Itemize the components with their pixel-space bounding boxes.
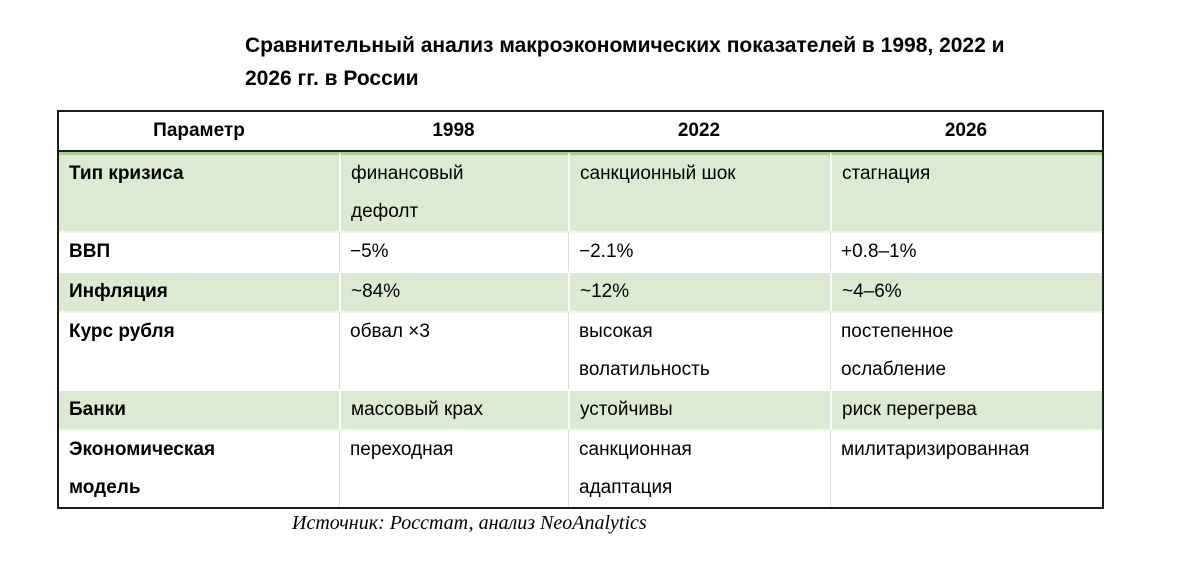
cell-param: Инфляция (59, 271, 339, 311)
table-row-banks: Банки массовый крах устойчивы риск перег… (59, 389, 1102, 429)
page-title: Сравнительный анализ макроэкономических … (245, 34, 1005, 90)
column-header-2022: 2022 (568, 112, 830, 152)
cell-1998: обвал ×3 (339, 311, 568, 389)
cell-2026: +0.8–1% (830, 231, 1102, 271)
table-row-economic-model: Экономическая модель переходная санкцион… (59, 429, 1102, 507)
cell-2022: санкционный шок (568, 152, 830, 231)
cell-param: Экономическая модель (59, 429, 339, 507)
cell-1998: массовый крах (339, 389, 568, 429)
cell-1998: переходная (339, 429, 568, 507)
cell-1998: −5% (339, 231, 568, 271)
cell-2022: высокая волатильность (568, 311, 830, 389)
table-row-inflation: Инфляция ~84% ~12% ~4–6% (59, 271, 1102, 311)
cell-2022: санкционная адаптация (568, 429, 830, 507)
cell-2026: стагнация (830, 152, 1102, 231)
cell-2026: риск перегрева (830, 389, 1102, 429)
cell-param: ВВП (59, 231, 339, 271)
cell-2022: устойчивы (568, 389, 830, 429)
cell-1998: ~84% (339, 271, 568, 311)
column-header-2026: 2026 (830, 112, 1102, 152)
table-row-crisis-type: Тип кризиса финансовый дефолт санкционны… (59, 152, 1102, 231)
cell-2026: милитаризированная (830, 429, 1102, 507)
cell-param: Банки (59, 389, 339, 429)
cell-2026: ~4–6% (830, 271, 1102, 311)
comparison-table: Параметр 1998 2022 2026 Тип кризиса фина… (57, 110, 1104, 509)
cell-2022: ~12% (568, 271, 830, 311)
source-note: Источник: Росстат, анализ NeoAnalytics (292, 512, 647, 534)
cell-param: Курс рубля (59, 311, 339, 389)
cell-1998: финансовый дефолт (339, 152, 568, 231)
table-row-ruble-rate: Курс рубля обвал ×3 высокая волатильност… (59, 311, 1102, 389)
column-header-param: Параметр (59, 112, 339, 152)
column-header-1998: 1998 (339, 112, 568, 152)
cell-2022: −2.1% (568, 231, 830, 271)
table-row-gdp: ВВП −5% −2.1% +0.8–1% (59, 231, 1102, 271)
cell-param: Тип кризиса (59, 152, 339, 231)
cell-2026: постепенное ослабление (830, 311, 1102, 389)
header-row: Параметр 1998 2022 2026 (59, 112, 1102, 152)
